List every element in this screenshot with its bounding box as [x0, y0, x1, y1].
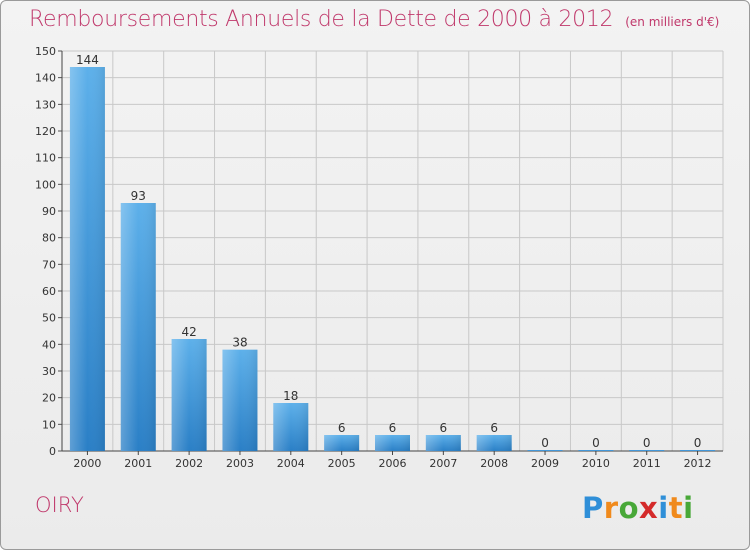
data-label-2001: 93: [131, 189, 146, 203]
grid: [61, 50, 724, 452]
bars: [69, 67, 716, 451]
y-tick-label: 30: [42, 365, 56, 378]
bar-shade-2002: [171, 339, 207, 451]
y-tick-label: 100: [35, 178, 56, 191]
data-label-2009: 0: [541, 436, 549, 450]
x-tick-label-2000: 2000: [73, 457, 101, 470]
data-label-2006: 6: [389, 421, 397, 435]
data-label-2000: 144: [76, 53, 99, 67]
bar-2011[interactable]: [629, 450, 665, 451]
y-tick-label: 110: [35, 152, 56, 165]
x-tick-label-2010: 2010: [582, 457, 610, 470]
svg-text:Proxiti: Proxiti: [582, 491, 692, 525]
data-label-2004: 18: [283, 389, 298, 403]
bar-2009[interactable]: [527, 450, 563, 451]
bar-shade-2006: [375, 435, 410, 451]
bar-shade-2000: [69, 67, 105, 451]
bar-shade-2004: [273, 403, 309, 451]
data-label-2007: 6: [440, 421, 448, 435]
bar-2010[interactable]: [578, 450, 614, 451]
data-label-2002: 42: [181, 325, 196, 339]
y-tick-label: 50: [42, 312, 56, 325]
x-tick-label-2001: 2001: [124, 457, 152, 470]
bar-shade-2003: [222, 349, 258, 451]
y-tick-label: 70: [42, 258, 56, 271]
y-tick-label: 90: [42, 205, 56, 218]
commune-name: OIRY: [35, 493, 84, 517]
y-tick-label: 120: [35, 125, 56, 138]
x-tick-label-2006: 2006: [379, 457, 407, 470]
x-tick-label-2004: 2004: [277, 457, 305, 470]
y-tick-label: 60: [42, 285, 56, 298]
x-tick-label-2005: 2005: [328, 457, 356, 470]
x-tick-label-2003: 2003: [226, 457, 254, 470]
y-tick-label: 140: [35, 72, 56, 85]
data-label-2008: 6: [490, 421, 498, 435]
y-tick-label: 20: [42, 392, 56, 405]
x-tick-label-2008: 2008: [480, 457, 508, 470]
y-tick-label: 130: [35, 98, 56, 111]
y-tick-label: 0: [49, 445, 56, 458]
proxiti-logo-mark: Proxiti: [582, 491, 692, 525]
y-tick-label: 10: [42, 418, 56, 431]
bar-shade-2005: [324, 435, 360, 451]
chart-title-main: Remboursements Annuels de la Dette de 20…: [29, 7, 614, 32]
bar-2012[interactable]: [680, 450, 716, 451]
chart-unit: (en milliers d'€): [625, 15, 720, 29]
data-label-2005: 6: [338, 421, 346, 435]
data-label-2010: 0: [592, 436, 600, 450]
y-tick-label: 150: [35, 45, 56, 58]
x-tick-label-2009: 2009: [531, 457, 559, 470]
y-tick-label: 80: [42, 232, 56, 245]
bar-shade-2008: [476, 435, 512, 451]
bar-shade-2007: [425, 435, 461, 451]
y-tick-label: 40: [42, 338, 56, 351]
labels: 144 2000 93 2001 42 2002 38 2003 18 2004 6 2005 6 200…: [73, 53, 711, 470]
data-label-2011: 0: [643, 436, 651, 450]
bar-shade-2001: [120, 203, 156, 451]
proxiti-logo[interactable]: Proxiti: [582, 488, 692, 528]
x-tick-label-2007: 2007: [429, 457, 457, 470]
x-tick-label-2012: 2012: [684, 457, 712, 470]
x-tick-label-2011: 2011: [633, 457, 661, 470]
data-label-2003: 38: [232, 336, 247, 350]
chart-title: Remboursements Annuels de la Dette de 20…: [29, 7, 719, 32]
x-tick-label-2002: 2002: [175, 457, 203, 470]
data-label-2012: 0: [694, 436, 702, 450]
